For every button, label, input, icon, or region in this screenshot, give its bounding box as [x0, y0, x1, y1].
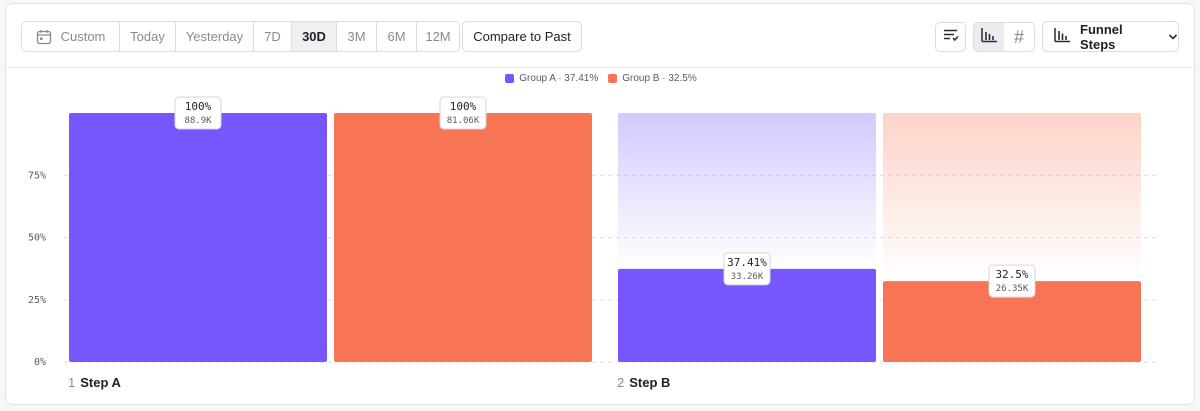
y-tick-label: 25%	[28, 295, 46, 306]
data-label-percent: 32.5%	[995, 268, 1028, 281]
data-label-count: 88.9K	[184, 116, 212, 126]
legend-item-group-a[interactable]: Group A · 37.41%	[505, 73, 598, 84]
step-number: 1	[68, 375, 76, 390]
number-view-button[interactable]: #	[1004, 23, 1034, 51]
calendar-icon	[36, 29, 52, 45]
date-range-6m[interactable]: 6M	[377, 22, 417, 51]
date-range-custom[interactable]: Custom	[22, 22, 120, 51]
y-tick-label: 0%	[34, 357, 46, 368]
compare-to-past-button[interactable]: Compare to Past	[462, 21, 582, 52]
step-number: 2	[617, 375, 625, 390]
chart-view-toggle: #	[973, 22, 1035, 52]
date-range-yesterday[interactable]: Yesterday	[176, 22, 254, 51]
legend-swatch-group-b	[608, 73, 618, 83]
date-range-7d[interactable]: 7D	[254, 22, 292, 51]
chart-legend: Group A · 37.41% Group B · 32.5%	[6, 70, 1194, 86]
step-name: Step B	[629, 375, 671, 390]
data-label-percent: 100%	[450, 100, 477, 113]
date-range-30d[interactable]: 30D	[292, 22, 337, 51]
bar-group-a-step-b[interactable]	[618, 268, 876, 362]
bar-view-button[interactable]	[974, 23, 1004, 51]
data-label-badge	[174, 96, 222, 130]
drop-off-area	[618, 113, 876, 269]
chevron-down-icon	[1168, 33, 1178, 41]
date-range-today[interactable]: Today	[120, 22, 176, 51]
bar-chart-icon	[980, 27, 998, 48]
data-label-percent: 100%	[185, 100, 212, 113]
funnel-chart: 0% 25% 50% 75% 100% 88.9K 100% 81.06K 37.41% 33.2…	[28, 96, 1156, 368]
drop-off-area	[883, 113, 1141, 282]
date-range-3m[interactable]: 3M	[337, 22, 377, 51]
data-label-count: 81.06K	[447, 116, 480, 126]
funnel-dropdown-label: Funnel Steps	[1080, 21, 1123, 52]
bar-group-b-step-a[interactable]	[334, 113, 592, 362]
legend-item-group-b[interactable]: Group B · 32.5%	[608, 72, 697, 84]
bar-group-a-step-a[interactable]	[69, 113, 327, 362]
data-label-count: 26.35K	[996, 284, 1029, 294]
step-label-1: 1 Step A	[68, 375, 121, 390]
step-name: Step A	[80, 375, 121, 390]
date-range-12m[interactable]: 12M	[417, 22, 459, 51]
toolbar: Custom Today Yesterday 7D 30D 3M 6M 12M …	[6, 4, 1194, 68]
date-range-selector: Custom Today Yesterday 7D 30D 3M 6M 12M	[21, 21, 460, 52]
funnel-steps-dropdown[interactable]: Funnel Steps	[1042, 21, 1179, 52]
sort-options-button[interactable]	[935, 22, 966, 52]
legend-label-group-b: Group B · 32.5%	[622, 72, 697, 84]
data-label-badge	[723, 252, 771, 286]
data-label-badge	[988, 264, 1036, 298]
data-label-badge	[439, 96, 487, 130]
legend-label-group-a: Group A · 37.41%	[519, 72, 599, 84]
data-label-percent: 37.41%	[727, 256, 767, 269]
legend-swatch-group-a	[505, 73, 515, 83]
bar-group-b-step-b[interactable]	[883, 281, 1141, 362]
y-tick-label: 75%	[28, 170, 46, 181]
sort-list-icon	[942, 27, 960, 48]
funnel-chart-icon	[1053, 27, 1071, 46]
step-label-2: 2 Step B	[617, 375, 670, 390]
y-tick-label: 50%	[28, 233, 46, 244]
hash-icon: #	[1013, 26, 1024, 47]
date-range-label: Custom	[60, 29, 106, 44]
data-label-count: 33.26K	[731, 272, 764, 282]
funnel-report-card: Custom Today Yesterday 7D 30D 3M 6M 12M …	[5, 3, 1195, 405]
